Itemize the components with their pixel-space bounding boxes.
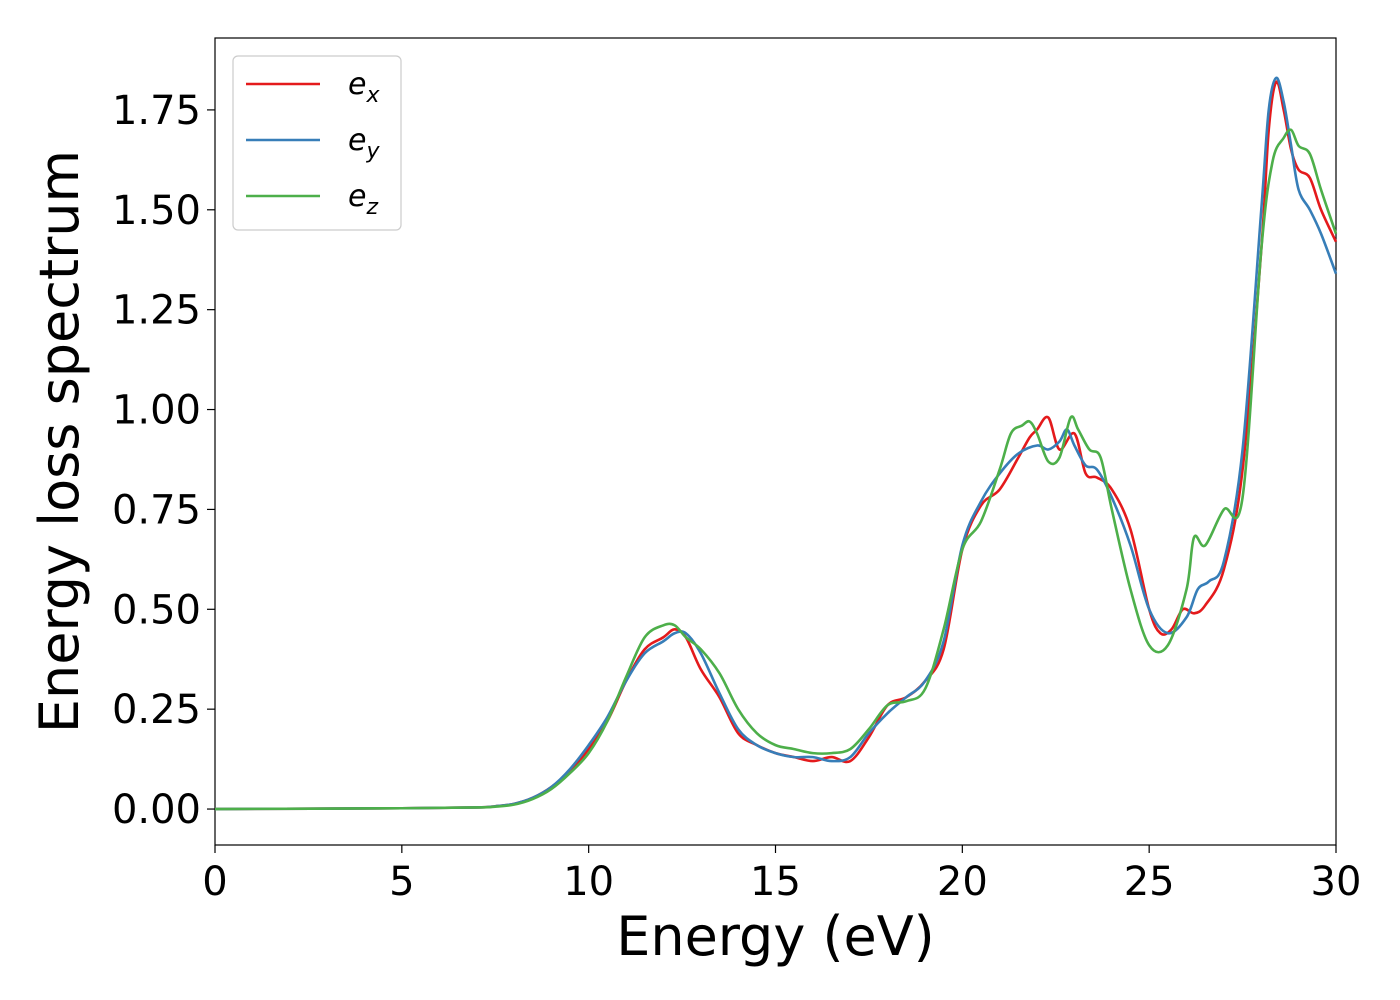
x-tick-label: 20: [937, 859, 988, 905]
y-tick-label: 0.75: [112, 487, 201, 533]
x-tick-label: 15: [750, 859, 801, 905]
x-tick-label: 25: [1124, 859, 1175, 905]
y-tick-label: 1.75: [112, 88, 201, 134]
legend-label-y: ey: [348, 123, 380, 164]
series-layer: [214, 76, 1338, 811]
legend-box: [232, 55, 402, 231]
y-tick-label: 1.00: [112, 388, 201, 434]
y-axis-label: Energy loss spectrum: [28, 150, 91, 733]
y-tick-label: 0.50: [112, 587, 201, 633]
y-tick-label: 0.25: [112, 687, 201, 733]
y-tick-label: 0.00: [112, 787, 201, 833]
y-tick-label: 1.25: [112, 288, 201, 334]
x-tick-label: 30: [1311, 859, 1362, 905]
plot-frame: [214, 37, 1337, 846]
x-tick-label: 10: [563, 859, 614, 905]
series-line-z: [214, 128, 1338, 811]
y-tick-label: 1.50: [112, 188, 201, 234]
legend-label-x: ex: [348, 67, 380, 108]
ticks-layer: 0 5 10 15 20 25 30 0.00 0.25 0.50 0.75 1.00 1.25 1.50…: [112, 88, 1362, 905]
x-axis-label: Energy (eV): [616, 905, 935, 968]
legend-label-z: ez: [348, 179, 378, 220]
x-tick-label: 0: [202, 859, 227, 905]
plot-area: [214, 37, 1337, 846]
x-tick-label: 5: [389, 859, 414, 905]
legend: ex ey ez: [232, 55, 402, 231]
